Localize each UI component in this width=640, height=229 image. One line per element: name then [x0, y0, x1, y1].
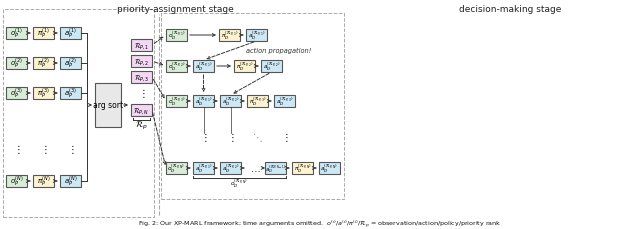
Text: $o_P^{(N)}$: $o_P^{(N)}$: [10, 174, 23, 188]
FancyBboxPatch shape: [234, 61, 255, 73]
FancyBboxPatch shape: [247, 95, 268, 108]
FancyBboxPatch shape: [6, 88, 27, 100]
Text: priority-assignment stage: priority-assignment stage: [116, 5, 234, 14]
FancyBboxPatch shape: [60, 175, 81, 187]
Text: $a_P^{(3)}$: $a_P^{(3)}$: [64, 87, 77, 101]
Text: $a_D^{(\mathcal{R}_{P,2})}$: $a_D^{(\mathcal{R}_{P,2})}$: [262, 61, 280, 73]
FancyBboxPatch shape: [60, 58, 81, 70]
FancyBboxPatch shape: [261, 61, 282, 73]
Text: $a_D^{(\mathcal{R}_{P,1})}$: $a_D^{(\mathcal{R}_{P,1})}$: [248, 30, 266, 42]
Text: decision-making stage: decision-making stage: [459, 5, 561, 14]
Text: $\vdots$: $\vdots$: [281, 131, 288, 143]
FancyBboxPatch shape: [131, 72, 152, 84]
FancyBboxPatch shape: [33, 88, 54, 100]
Text: $o_D^{(\mathcal{R}_{P,N})}$: $o_D^{(\mathcal{R}_{P,N})}$: [168, 162, 186, 174]
FancyBboxPatch shape: [60, 28, 81, 40]
FancyBboxPatch shape: [166, 61, 187, 73]
Text: $o_P^{(3)}$: $o_P^{(3)}$: [10, 87, 23, 101]
FancyBboxPatch shape: [292, 162, 313, 174]
FancyBboxPatch shape: [220, 95, 241, 108]
Text: $a_D^{(\mathcal{R}_{P,3})}$: $a_D^{(\mathcal{R}_{P,3})}$: [276, 95, 293, 108]
Text: $\ldots$: $\ldots$: [250, 163, 260, 173]
FancyBboxPatch shape: [193, 61, 214, 73]
Text: $o_P^{(2)}$: $o_P^{(2)}$: [10, 57, 23, 71]
Text: action propagation!: action propagation!: [246, 47, 311, 53]
FancyBboxPatch shape: [33, 28, 54, 40]
Text: Fig. 2: Our XP-MARL framework; time arguments omitted.  $o^{(i)}$/$a^{(i)}$/$\pi: Fig. 2: Our XP-MARL framework; time argu…: [138, 217, 502, 229]
Text: $\vdots$: $\vdots$: [200, 131, 207, 143]
Text: $\pi_P^{(3)}$: $\pi_P^{(3)}$: [37, 87, 50, 101]
Text: $o_D^{(\mathcal{R}_{P,2})}$: $o_D^{(\mathcal{R}_{P,2})}$: [168, 61, 186, 73]
FancyBboxPatch shape: [131, 105, 152, 117]
Text: $a_D^{(\mathcal{R}_{P,2})}$: $a_D^{(\mathcal{R}_{P,2})}$: [221, 95, 239, 108]
Text: $\vdots$: $\vdots$: [67, 142, 74, 155]
Text: $\vdots$: $\vdots$: [227, 131, 234, 143]
FancyBboxPatch shape: [166, 162, 187, 174]
Text: $\vdots$: $\vdots$: [138, 87, 145, 100]
FancyBboxPatch shape: [33, 175, 54, 187]
FancyBboxPatch shape: [6, 58, 27, 70]
Text: $\pi_P^{(1)}$: $\pi_P^{(1)}$: [37, 27, 50, 41]
Text: $\ddots$: $\ddots$: [252, 131, 263, 143]
Text: $\mathcal{R}_{P,N}$: $\mathcal{R}_{P,N}$: [133, 106, 150, 115]
FancyBboxPatch shape: [246, 30, 267, 42]
FancyBboxPatch shape: [220, 162, 241, 174]
Text: $\mathcal{R}_p$: $\mathcal{R}_p$: [135, 120, 148, 131]
Text: $\pi_D^{(\mathcal{R}_{P,3})}$: $\pi_D^{(\mathcal{R}_{P,3})}$: [249, 95, 266, 108]
Text: $\mathcal{R}_{P,1}$: $\mathcal{R}_{P,1}$: [134, 41, 149, 51]
FancyBboxPatch shape: [131, 40, 152, 52]
Text: $o_P^{(1)}$: $o_P^{(1)}$: [10, 27, 23, 41]
Text: $a_D^{(\mathcal{R}_{P,1})}$: $a_D^{(\mathcal{R}_{P,1})}$: [195, 61, 212, 73]
Text: $a_D^{(\mathcal{R}_{P,N})}$: $a_D^{(\mathcal{R}_{P,N})}$: [321, 162, 339, 174]
Text: $a_D^{(\mathcal{R}_{P,1})}$: $a_D^{(\mathcal{R}_{P,1})}$: [195, 162, 212, 174]
FancyBboxPatch shape: [95, 84, 121, 128]
FancyBboxPatch shape: [33, 58, 54, 70]
Text: $\pi_D^{(\mathcal{R}_{P,N})}$: $\pi_D^{(\mathcal{R}_{P,N})}$: [294, 162, 312, 174]
Text: $\pi_P^{(N)}$: $\pi_P^{(N)}$: [36, 174, 51, 188]
FancyBboxPatch shape: [319, 162, 340, 174]
Text: $\mathcal{R}_{P,2}$: $\mathcal{R}_{P,2}$: [134, 57, 149, 67]
Text: $o_D^{(\mathcal{R}_{P,3})}$: $o_D^{(\mathcal{R}_{P,3})}$: [168, 95, 186, 108]
Text: arg sort: arg sort: [93, 101, 123, 110]
FancyBboxPatch shape: [193, 95, 214, 108]
Text: $a_D^{(\mathcal{R}_{P,1})}$: $a_D^{(\mathcal{R}_{P,1})}$: [195, 95, 212, 108]
Text: $o_D^{(\mathcal{R}_{P,1})}$: $o_D^{(\mathcal{R}_{P,1})}$: [168, 30, 186, 42]
FancyBboxPatch shape: [166, 30, 187, 42]
Text: $o_D^{(\mathcal{R}_{P,N})}$: $o_D^{(\mathcal{R}_{P,N})}$: [230, 177, 248, 189]
Text: $\mathcal{R}_{P,3}$: $\mathcal{R}_{P,3}$: [134, 73, 149, 83]
FancyBboxPatch shape: [166, 95, 187, 108]
FancyBboxPatch shape: [6, 28, 27, 40]
Text: $a_P^{(1)}$: $a_P^{(1)}$: [64, 27, 77, 41]
FancyBboxPatch shape: [60, 88, 81, 100]
Text: $a_D^{(\mathcal{R}_{P,2})}$: $a_D^{(\mathcal{R}_{P,2})}$: [221, 162, 239, 174]
FancyBboxPatch shape: [193, 162, 214, 174]
FancyBboxPatch shape: [265, 162, 286, 174]
Text: $\pi_P^{(2)}$: $\pi_P^{(2)}$: [37, 57, 50, 71]
Text: $\pi_D^{(\mathcal{R}_{P,1})}$: $\pi_D^{(\mathcal{R}_{P,1})}$: [221, 30, 238, 42]
Text: $a_D^{(\mathcal{R}_{P,N-1})}$: $a_D^{(\mathcal{R}_{P,N-1})}$: [265, 162, 286, 174]
Text: $\vdots$: $\vdots$: [40, 142, 47, 155]
Text: $\pi_D^{(\mathcal{R}_{P,2})}$: $\pi_D^{(\mathcal{R}_{P,2})}$: [236, 61, 253, 73]
Text: $a_P^{(2)}$: $a_P^{(2)}$: [64, 57, 77, 71]
FancyBboxPatch shape: [219, 30, 240, 42]
FancyBboxPatch shape: [6, 175, 27, 187]
FancyBboxPatch shape: [274, 95, 295, 108]
Text: $a_P^{(N)}$: $a_P^{(N)}$: [63, 174, 77, 188]
FancyBboxPatch shape: [131, 56, 152, 68]
Text: $\vdots$: $\vdots$: [13, 142, 20, 155]
